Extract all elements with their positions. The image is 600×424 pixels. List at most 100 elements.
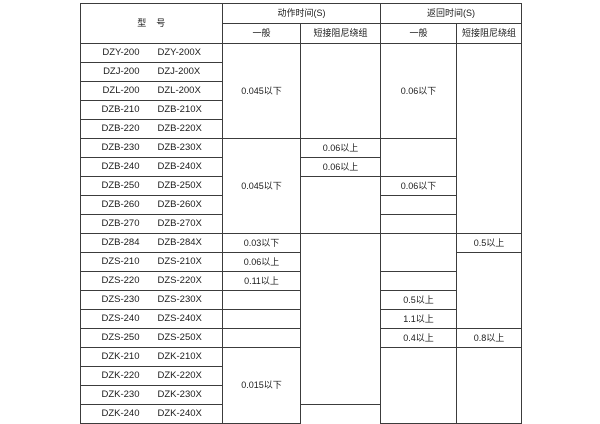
model-code-primary: DZS-250 — [101, 331, 140, 343]
return-damping-cell-empty — [456, 347, 522, 424]
model-cell: DZB-260 DZB-260X — [80, 195, 223, 215]
model-code-variant: DZB-250X — [157, 179, 202, 191]
model-code-variant: DZS-250X — [157, 331, 202, 343]
model-cell: DZB-250 DZB-250X — [80, 176, 223, 196]
model-code-variant: DZK-220X — [157, 369, 202, 381]
header-return-general: 一般 — [380, 23, 457, 44]
model-cell: DZS-240 DZS-240X — [80, 309, 223, 329]
model-code-variant: DZY-200X — [157, 46, 201, 58]
model-cell: DZB-210 DZB-210X — [80, 100, 223, 120]
model-cell: DZK-210 DZK-210X — [80, 347, 223, 367]
return-damping-cell-empty — [456, 43, 522, 234]
model-code-variant: DZB-220X — [157, 122, 202, 134]
table-row: DZB-260 DZB-260X — [80, 195, 522, 215]
action-damping-cell-empty — [300, 176, 381, 234]
return-general-cell: 0.06以下 — [380, 43, 457, 139]
header-return-time-group: 返回时间(S) — [380, 3, 522, 24]
action-general-cell: 0.06以上 — [222, 252, 301, 272]
action-damping-cell-empty — [300, 43, 381, 139]
model-code-variant: DZK-240X — [157, 407, 202, 419]
header-model: 型 号 — [80, 3, 223, 44]
model-code-primary: DZB-220 — [101, 122, 140, 134]
model-code-primary: DZK-230 — [101, 388, 140, 400]
model-code-variant: DZB-270X — [157, 217, 202, 229]
action-damping-cell: 0.06以上 — [300, 138, 381, 158]
model-cell: DZB-270 DZB-270X — [80, 214, 223, 234]
model-cell: DZB-240 DZB-240X — [80, 157, 223, 177]
action-general-cell: 0.045以下 — [222, 43, 301, 139]
table-row: DZS-230 DZS-230X 0.5以上 — [80, 290, 522, 310]
model-code-variant: DZS-230X — [157, 293, 202, 305]
model-code-variant: DZS-240X — [157, 312, 202, 324]
model-cell: DZB-220 DZB-220X — [80, 119, 223, 139]
model-code-primary: DZB-284 — [101, 236, 140, 248]
model-code-primary: DZL-200 — [102, 84, 140, 96]
action-general-cell-empty — [222, 328, 301, 348]
model-code-variant: DZB-284X — [157, 236, 202, 248]
table-row: DZL-200 DZL-200X — [80, 81, 522, 101]
model-code-primary: DZB-260 — [101, 198, 140, 210]
table-row: DZY-200 DZY-200X 0.045以下 0.06以下 — [80, 43, 522, 234]
model-code-variant: DZK-210X — [157, 350, 202, 362]
model-code-primary: DZS-230 — [101, 293, 140, 305]
model-cell: DZL-200 DZL-200X — [80, 81, 223, 101]
model-code-primary: DZB-210 — [101, 103, 140, 115]
model-code-variant: DZS-210X — [157, 255, 202, 267]
return-general-cell-empty — [380, 347, 457, 424]
action-general-cell: 0.11以上 — [222, 271, 301, 291]
table-body: DZY-200 DZY-200X 0.045以下 0.06以下 DZJ-200 DZJ-2… — [80, 43, 522, 424]
return-general-cell: 0.5以上 — [380, 290, 457, 310]
return-general-cell: 1.1以上 — [380, 309, 457, 329]
table-row: DZB-250 DZB-250X 0.06以下 — [80, 176, 522, 234]
model-code-primary: DZS-240 — [101, 312, 140, 324]
header-row-groups: 型 号 动作时间(S) 返回时间(S) — [80, 3, 522, 44]
model-code-variant: DZJ-200X — [157, 65, 201, 77]
model-code-primary: DZB-250 — [101, 179, 140, 191]
action-general-cell: 0.03以下 — [222, 233, 301, 253]
model-code-variant: DZB-210X — [157, 103, 202, 115]
relay-timing-table: 型 号 动作时间(S) 返回时间(S) 一般 短接阻尼绕组 一般 短接阻尼绕组 … — [80, 3, 522, 424]
model-code-primary: DZS-220 — [101, 274, 140, 286]
model-code-primary: DZK-240 — [101, 407, 140, 419]
model-code-variant: DZL-200X — [157, 84, 201, 96]
model-code-primary: DZK-220 — [101, 369, 140, 381]
model-code-primary: DZK-210 — [101, 350, 140, 362]
model-code-primary: DZJ-200 — [103, 65, 140, 77]
model-code-variant: DZS-220X — [157, 274, 202, 286]
model-cell: DZJ-200 DZJ-200X — [80, 62, 223, 82]
table-row: DZS-250 DZS-250X 0.4以上 0.8以上 — [80, 328, 522, 348]
model-code-primary: DZS-210 — [101, 255, 140, 267]
return-general-cell-empty — [380, 271, 457, 291]
model-code-primary: DZB-240 — [101, 160, 140, 172]
action-general-cell-empty — [222, 309, 301, 329]
model-code-variant: DZB-260X — [157, 198, 202, 210]
action-damping-cell-empty — [300, 233, 381, 405]
return-general-cell-empty — [380, 138, 457, 177]
return-general-cell-empty — [380, 233, 457, 272]
table-header: 型 号 动作时间(S) 返回时间(S) 一般 短接阻尼绕组 一般 短接阻尼绕组 — [80, 3, 522, 44]
model-cell: DZK-240 DZK-240X — [80, 404, 223, 424]
table-row: DZB-230 DZB-230X 0.045以下 0.06以上 — [80, 138, 522, 234]
model-code-variant: DZK-230X — [157, 388, 202, 400]
header-action-damping: 短接阻尼绕组 — [300, 23, 381, 44]
model-cell: DZS-220 DZS-220X — [80, 271, 223, 291]
model-code-primary: DZB-230 — [101, 141, 140, 153]
header-return-damping: 短接阻尼绕组 — [456, 23, 522, 44]
return-general-cell: 0.4以上 — [380, 328, 457, 348]
model-cell: DZB-230 DZB-230X — [80, 138, 223, 158]
return-damping-cell-empty — [456, 252, 522, 329]
model-cell: DZY-200 DZY-200X — [80, 43, 223, 63]
model-cell: DZK-230 DZK-230X — [80, 385, 223, 405]
header-action-general: 一般 — [222, 23, 301, 44]
table-row: DZJ-200 DZJ-200X — [80, 62, 522, 82]
header-action-time-group: 动作时间(S) — [222, 3, 381, 24]
model-cell: DZB-284 DZB-284X — [80, 233, 223, 253]
table-row: DZB-270 DZB-270X — [80, 214, 522, 234]
model-code-variant: DZB-240X — [157, 160, 202, 172]
model-cell: DZK-220 DZK-220X — [80, 366, 223, 386]
table-row: DZS-210 DZS-210X 0.06以上 — [80, 252, 522, 329]
header-row-subcolumns: 一般 短接阻尼绕组 一般 短接阻尼绕组 — [81, 23, 522, 44]
return-damping-cell: 0.5以上 — [456, 233, 522, 253]
action-general-cell-empty — [222, 290, 301, 310]
model-cell: DZS-230 DZS-230X — [80, 290, 223, 310]
